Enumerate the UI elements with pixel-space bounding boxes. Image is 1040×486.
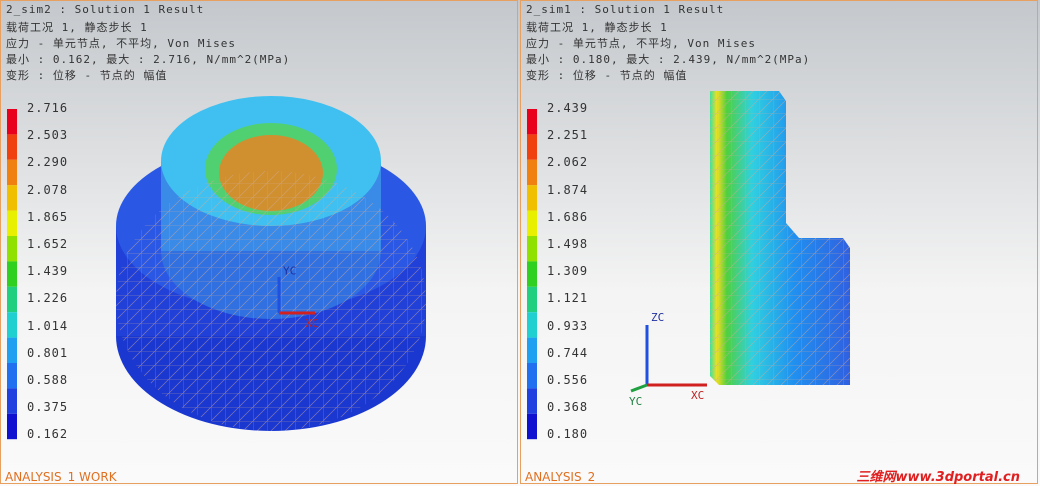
header-line: 变形 : 位移 - 节点的 幅值 xyxy=(6,69,168,82)
legend-label: 2.251 xyxy=(547,128,589,143)
legend-label: 2.439 xyxy=(547,101,589,115)
legend-swatch xyxy=(527,388,537,414)
header-line: 应力 - 单元节点, 不平均, Von Mises xyxy=(6,37,236,50)
legend-label: 0.368 xyxy=(547,400,589,415)
legend-swatch xyxy=(7,134,17,160)
legend-swatch xyxy=(527,236,537,262)
watermark: 三维网www.3dportal.cn xyxy=(856,470,1020,485)
legend-label: 1.498 xyxy=(547,237,589,251)
legend-swatch xyxy=(7,109,17,135)
header-line: 应力 - 单元节点, 不平均, Von Mises xyxy=(526,37,756,50)
legend-swatch xyxy=(527,286,537,313)
legend-swatch xyxy=(7,159,17,186)
legend-swatch xyxy=(527,261,537,287)
legend-label: 0.180 xyxy=(547,427,589,442)
legend-swatch xyxy=(527,109,537,135)
legend-label: 1.865 xyxy=(27,209,69,224)
legend-label: 0.801 xyxy=(27,345,69,360)
mesh xyxy=(116,171,426,431)
triad-label: XC xyxy=(305,317,318,330)
header-line: 变形 : 位移 - 节点的 幅值 xyxy=(526,69,688,82)
triad-label: ZC xyxy=(651,311,664,324)
triad-label: YC xyxy=(629,395,642,408)
header-line: 载荷工况 1, 静态步长 1 xyxy=(6,21,148,34)
header-line: 2_sim2 : Solution 1 Result xyxy=(6,3,205,16)
legend-label: 1.014 xyxy=(27,318,69,333)
header-line: 2_sim1 : Solution 1 Result xyxy=(526,3,725,16)
legend-label: 1.874 xyxy=(547,182,589,197)
legend-label: 0.162 xyxy=(27,427,69,442)
header-line: 载荷工况 1, 静态步长 1 xyxy=(526,21,668,34)
legend-label: 1.686 xyxy=(547,209,589,224)
view-label: ANALYSIS_1 WORK xyxy=(5,470,117,484)
triad-axis xyxy=(630,383,648,393)
viewport-graphics: YC XC xyxy=(7,96,426,440)
legend-swatch xyxy=(527,363,537,389)
legend-label: 2.716 xyxy=(27,101,69,115)
legend-label: 1.121 xyxy=(547,291,589,306)
viewport: YC XC 2_sim2 : Solution 1 Result 载荷工况 1, 静态… xyxy=(0,0,518,484)
legend-label: 0.744 xyxy=(547,345,589,360)
triad-label: XC xyxy=(691,389,704,402)
legend-label: 1.226 xyxy=(27,291,69,306)
legend-swatch xyxy=(7,185,17,211)
legend-swatch xyxy=(7,286,17,313)
legend-swatch xyxy=(527,337,537,363)
legend-label: 2.290 xyxy=(27,155,69,170)
legend-swatch xyxy=(527,185,537,211)
legend-swatch xyxy=(527,413,537,440)
viewport: ZC XC YC 2_sim1 : Solution 1 Result 载荷工况 1, … xyxy=(520,0,1038,484)
legend-swatch xyxy=(527,210,537,236)
legend-label: 0.375 xyxy=(27,400,69,415)
legend-label: 0.588 xyxy=(27,373,69,387)
triad-label: YC xyxy=(283,265,296,278)
legend-swatch xyxy=(7,261,17,287)
legend-swatch xyxy=(527,159,537,186)
legend-label: 1.439 xyxy=(27,264,69,279)
legend-swatch xyxy=(7,388,17,414)
legend-swatch xyxy=(527,134,537,160)
legend-swatch xyxy=(7,312,17,338)
header-line: 最小 : 0.162, 最大 : 2.716, N/mm^2(MPa) xyxy=(6,53,291,66)
legend-label: 2.078 xyxy=(27,182,69,197)
legend-label: 1.309 xyxy=(547,264,589,279)
legend-label: 2.062 xyxy=(547,155,589,170)
legend-label: 0.556 xyxy=(547,373,589,387)
legend-label: 2.503 xyxy=(27,128,69,143)
mesh xyxy=(710,91,850,385)
legend-swatch xyxy=(7,413,17,440)
legend-swatch xyxy=(7,236,17,262)
legend-label: 1.652 xyxy=(27,237,69,251)
viewport-graphics: ZC XC YC xyxy=(527,91,850,440)
legend-label: 0.933 xyxy=(547,318,589,333)
header-line: 最小 : 0.180, 最大 : 2.439, N/mm^2(MPa) xyxy=(526,53,811,66)
legend-swatch xyxy=(7,363,17,389)
legend-swatch xyxy=(527,312,537,338)
legend-swatch xyxy=(7,210,17,236)
view-label: ANALYSIS_2 xyxy=(525,470,596,484)
legend-swatch xyxy=(7,337,17,363)
